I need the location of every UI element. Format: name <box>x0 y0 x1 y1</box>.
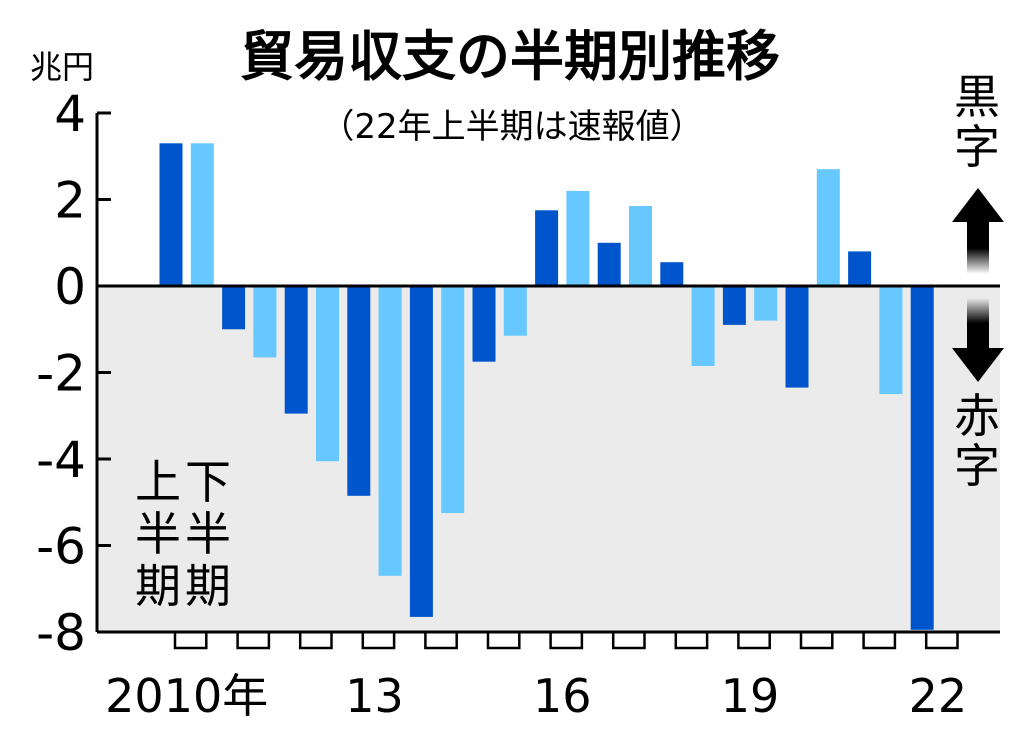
bar-2012下 <box>316 286 339 462</box>
vertical-char: 期 <box>135 559 181 613</box>
x-tick-labels: 2010年 13 16 19 22 <box>105 669 967 723</box>
x-year-bracket <box>674 632 709 650</box>
y-tick-labels: 4 2 0 -2 -4 -6 -8 <box>36 85 86 662</box>
legend-second-half: 下半期 <box>185 455 231 613</box>
bar-2016下 <box>566 190 590 286</box>
vertical-char: 下 <box>185 455 231 509</box>
bar-2022上 <box>910 286 934 630</box>
vertical-char: 赤 <box>954 389 1000 443</box>
bar-2015上 <box>472 286 496 362</box>
bar-2018下 <box>691 286 715 366</box>
bar-2018上 <box>660 262 684 286</box>
surplus-arrow-icon <box>952 188 1004 274</box>
x-year-bracket <box>862 632 897 650</box>
negative-area-background <box>97 286 1000 632</box>
x-year-bracket <box>611 632 646 650</box>
x-year-bracket <box>924 632 959 650</box>
deficit-arrow-icon <box>952 298 1004 382</box>
bar-2021下 <box>879 286 903 395</box>
vertical-char: 期 <box>185 559 231 613</box>
x-year-bracket <box>236 632 271 650</box>
y-tick-label: -6 <box>36 518 86 576</box>
vertical-char: 字 <box>954 439 1000 493</box>
bar-2011下 <box>253 286 277 358</box>
x-year-bracket <box>549 632 584 650</box>
vertical-char: 半 <box>185 507 231 561</box>
bar-2020上 <box>785 286 809 388</box>
bar-2010下 <box>190 143 214 286</box>
legend-first-half: 上半期 <box>135 455 181 613</box>
bar-2015下 <box>503 286 527 336</box>
x-year-bracket <box>799 632 834 650</box>
x-tick-label: 19 <box>721 669 780 723</box>
x-tick-label: 22 <box>909 669 968 723</box>
x-year-bracket <box>424 632 458 650</box>
bar-2012上 <box>284 286 308 414</box>
vertical-char: 字 <box>954 120 1000 174</box>
bar-2019上 <box>722 286 746 325</box>
x-year-bracket <box>173 632 208 650</box>
axis-ticks <box>97 111 959 650</box>
x-year-bracket <box>298 632 333 650</box>
x-year-bracket <box>361 632 396 650</box>
vertical-char: 上 <box>135 455 181 509</box>
y-tick-label: -4 <box>36 431 86 489</box>
bar-2019下 <box>754 286 778 321</box>
y-tick-label: 0 <box>54 258 86 316</box>
bar-2013下 <box>378 286 402 576</box>
y-tick-label: 2 <box>54 172 86 230</box>
bar-2013上 <box>347 286 371 496</box>
bar-2020下 <box>816 169 840 286</box>
vertical-char: 半 <box>135 507 181 561</box>
x-tick-label: 13 <box>345 669 404 723</box>
x-year-bracket <box>737 632 771 650</box>
x-tick-label: 16 <box>533 669 592 723</box>
unit-label: 兆円 <box>30 48 94 86</box>
bar-2010上 <box>159 143 183 286</box>
x-tick-label: 2010年 <box>105 669 268 723</box>
deficit-label: 赤字 <box>954 389 1000 493</box>
bar-2017上 <box>597 242 621 287</box>
bar-2011上 <box>222 286 246 330</box>
chart-title: 貿易収支の半期別推移 <box>240 25 780 88</box>
x-year-bracket <box>486 632 521 650</box>
bar-2014下 <box>441 286 465 514</box>
bar-2016上 <box>535 210 559 286</box>
vertical-char: 黒 <box>954 70 1000 124</box>
surplus-label: 黒字 <box>954 70 1000 174</box>
bar-2017下 <box>629 206 652 286</box>
bars <box>159 143 934 630</box>
chart-subtitle: （22年上半期は速報値） <box>320 107 703 147</box>
bar-2021上 <box>848 251 872 286</box>
y-tick-label: -8 <box>36 604 86 662</box>
y-tick-label: -2 <box>36 345 86 403</box>
bar-2014上 <box>409 286 433 617</box>
y-tick-label: 4 <box>54 85 86 143</box>
